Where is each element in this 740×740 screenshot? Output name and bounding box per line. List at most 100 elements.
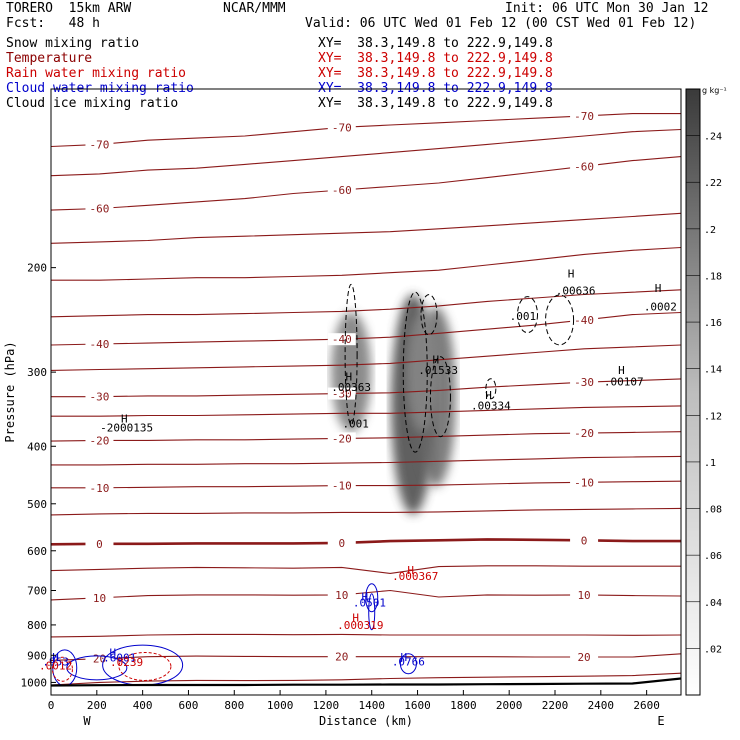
isotherm-label: 10 (93, 592, 106, 605)
isotherm-5 (51, 565, 681, 574)
contour-label-snow: H (346, 371, 353, 384)
colorbar-tick-label: .2 (704, 225, 716, 236)
y-tick-label: 400 (27, 440, 47, 453)
snow-contour (429, 356, 451, 438)
isotherm-label: -30 (574, 376, 594, 389)
contour-label-cloud: .0501 (353, 597, 386, 610)
cloud-water-contour (368, 593, 376, 631)
isotherm-label-bg (327, 650, 356, 663)
isotherm-label-bg (85, 138, 114, 151)
isotherm-label: -70 (90, 138, 110, 151)
isotherm-label-bg (85, 338, 114, 351)
x-tick-label: 1200 (313, 699, 340, 712)
isotherm-label: -40 (332, 333, 352, 346)
contour-label-cloud: H (362, 591, 369, 604)
contour-label-ice: .0002 (644, 300, 677, 313)
isotherm-label: 20 (577, 651, 590, 664)
isotherm-label-bg (327, 184, 356, 197)
rain-contour (51, 656, 73, 682)
isotherm-label: -10 (332, 480, 352, 493)
isotherm--35 (51, 344, 681, 371)
y-tick-label: 800 (27, 619, 47, 632)
contour-label-snow: H (485, 389, 492, 402)
isotherm-label: 0 (338, 537, 345, 550)
contour-label-cloud: H (400, 651, 407, 664)
isotherm-label-bg (570, 109, 599, 122)
x-tick-label: 2400 (588, 699, 615, 712)
field-xy-rain: XY= 38.3,149.8 to 222.9,149.8 (318, 66, 553, 81)
y-tick-label: 700 (27, 585, 47, 598)
colorbar-unit: g kg⁻¹ (702, 86, 727, 95)
contour-label-ice: H (121, 413, 128, 426)
isotherm-label-bg (570, 534, 599, 547)
field-label-cloud-ice: Cloud ice mixing ratio (6, 96, 179, 111)
cloud-water-contour (399, 653, 417, 675)
isotherm-label: 0 (581, 534, 588, 547)
x-tick-label: 800 (224, 699, 244, 712)
y-tick-label: 300 (27, 366, 47, 379)
mixing-ratio-contours (51, 283, 575, 687)
contour-label-rain: .0239 (110, 656, 143, 669)
field-label-rain: Rain water mixing ratio (6, 66, 187, 81)
isotherm-label: -40 (574, 314, 594, 327)
field-xy-temperature: XY= 38.3,149.8 to 222.9,149.8 (318, 51, 553, 66)
contour-label-ice: H (655, 282, 662, 295)
colorbar-tick-label: .06 (704, 551, 722, 562)
isotherm-label-bg (85, 537, 114, 550)
contour-label-ice: .00636 (556, 285, 596, 298)
header-center: NCAR/MMM (223, 1, 286, 16)
x-end-left: W (83, 714, 91, 728)
contour-label-rain: .0012 (39, 660, 72, 673)
isotherm-label-bg (327, 536, 356, 549)
header-fcst: Fcst: 48 h (6, 16, 100, 31)
isotherm-label-bg (570, 427, 599, 440)
isotherm-label: -70 (574, 110, 594, 123)
header-init: Init: 06 UTC Mon 30 Jan 12 (505, 1, 709, 16)
isotherm-label: 10 (335, 589, 348, 602)
contour-label-snow: .00334 (471, 400, 511, 413)
contour-label-cloud: .953 (42, 656, 69, 669)
contour-label-ice: -2000135 (100, 422, 153, 435)
x-end-right: E (657, 714, 664, 728)
y-tick-label: 200 (27, 262, 47, 275)
colorbar-tick-label: .22 (704, 178, 722, 189)
header-valid: Valid: 06 UTC Wed 01 Feb 12 (00 CST Wed … (305, 16, 697, 31)
isotherm-label-bg (570, 588, 599, 601)
contour-label-snow: .01533 (418, 364, 458, 377)
isotherm-label-bg (85, 481, 114, 494)
cloud-water-contour (66, 655, 128, 681)
ice-contour (485, 378, 497, 400)
isotherm-label-bg (570, 476, 599, 489)
isotherm-label-bg (85, 591, 114, 604)
snow-contour (344, 283, 358, 425)
isotherm-label-bg (85, 202, 114, 215)
colorbar: .24 .22 .2 .18 .16 .14 .12 .1 .08 .06 .04 .02 g kg⁻¹ (685, 86, 727, 696)
contour-label-cloud: H (110, 647, 117, 660)
isotherm--45 (51, 289, 681, 318)
x-tick-label: 1800 (450, 699, 477, 712)
contour-label-snow: H (433, 353, 440, 366)
isotherm-label: -10 (90, 482, 110, 495)
isotherm-label-bg (327, 121, 356, 134)
x-tick-label: 200 (87, 699, 107, 712)
plot-frame (50, 88, 682, 696)
surface-terrain (51, 677, 681, 687)
field-xy-snow: XY= 38.3,149.8 to 222.9,149.8 (318, 36, 553, 51)
isotherm--15 (51, 455, 681, 466)
isotherm-label: -20 (574, 427, 594, 440)
isotherm-label: 0 (96, 538, 103, 551)
field-label-cloud-water: Cloud water mixing ratio (6, 81, 194, 96)
isotherm-label-bg (85, 434, 114, 447)
ice-contour (420, 294, 438, 336)
isotherm-label: -40 (90, 338, 110, 351)
contour-label-cloud: .6001 (103, 651, 136, 664)
contour-label-ice: H (618, 364, 625, 377)
isotherm-label-bg (570, 313, 599, 326)
colorbar-tick-label: .02 (704, 644, 722, 655)
y-tick-label: 500 (27, 498, 47, 511)
isotherm-label-bg (570, 376, 599, 389)
contour-label-snow: .001 (342, 418, 369, 431)
isotherm-label: 20 (335, 651, 348, 664)
axes: 0 200 400 600 800 1000 1200 1400 1600 1800 2000 220… (3, 262, 665, 728)
